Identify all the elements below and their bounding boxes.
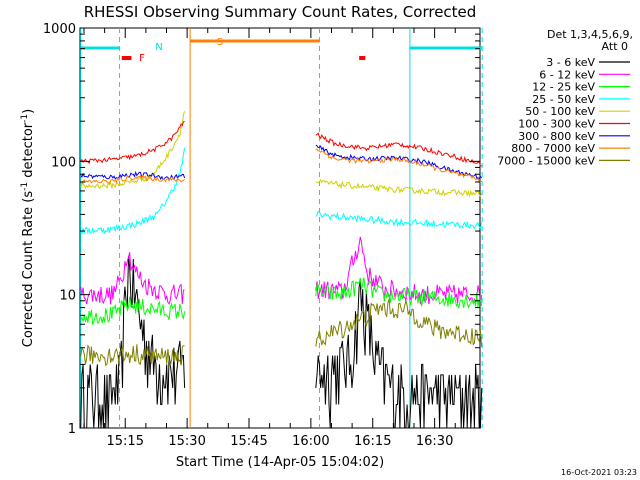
series-line (315, 144, 483, 179)
y-axis-label: Corrected Count Rate (s-1 detector-1) (20, 109, 36, 347)
legend-entry-label: 25 - 50 keV (532, 93, 595, 106)
series-line (315, 178, 483, 198)
y-axis-label-main: Corrected Count Rate (s (21, 191, 36, 348)
series-line (315, 148, 482, 183)
series-line (80, 344, 185, 367)
legend-entry-label: 6 - 12 keV (539, 68, 595, 81)
legend-entry-label: 50 - 100 keV (525, 105, 595, 118)
axis-layer: 1 10 100 1000 15:15 15:30 15:45 16:00 16:15 16:30 (43, 22, 480, 449)
series-line (80, 170, 186, 181)
series-line (80, 174, 185, 185)
y-tick-label: 10 (59, 289, 76, 304)
legend-header-line1: Det 1,3,4,5,6,9, (547, 28, 633, 41)
series-line (80, 147, 186, 235)
legend-entry-label: 12 - 25 keV (532, 81, 595, 94)
x-axis-label: Start Time (14-Apr-05 15:04:02) (176, 455, 384, 470)
series-line (80, 296, 186, 326)
series-line (315, 236, 483, 306)
x-tick-label: 15:45 (230, 434, 267, 449)
series-line (315, 298, 483, 348)
x-tick-label: 15:15 (107, 434, 144, 449)
interval-markers (80, 28, 483, 428)
x-tick-label: 16:30 (416, 434, 453, 449)
y-tick-label: 1 (68, 422, 76, 437)
y-axis-label-exp1: -1 (20, 182, 30, 191)
flag-layer: FN S (80, 37, 483, 64)
x-tick-label: 15:30 (168, 434, 205, 449)
legend-entry-label: 3 - 6 keV (546, 56, 595, 69)
y-axis-label-end: ) (21, 109, 36, 114)
y-tick-label: 100 (51, 155, 76, 170)
legend-entry-label: 800 - 7000 keV (511, 142, 595, 155)
legend-entry-label: 7000 - 15000 keV (497, 154, 595, 167)
series-line (80, 111, 186, 190)
series-line (80, 121, 185, 165)
x-tick-label: 16:00 (292, 434, 329, 449)
plot-frame (79, 27, 481, 429)
series-line (315, 132, 482, 167)
y-axis-label-exp2: -1 (20, 114, 30, 123)
legend-entry-label: 300 - 800 keV (518, 130, 595, 143)
series-layer (80, 111, 483, 429)
flag-label: N (155, 42, 162, 53)
x-tick-label: 16:15 (354, 434, 391, 449)
series-line (315, 277, 483, 309)
y-tick-label: 1000 (43, 22, 76, 37)
legend-header-line2: Att 0 (602, 40, 628, 53)
series-line (80, 255, 186, 429)
series-line (315, 210, 483, 230)
footer-timestamp: 16-Oct-2021 03:23 (561, 468, 637, 477)
legend-entry-label: 100 - 300 keV (518, 118, 595, 131)
y-axis-label-mid: detector (21, 122, 36, 182)
flag-label: S (217, 37, 223, 48)
series-line (80, 252, 185, 305)
flag-label: F (139, 53, 145, 64)
series-line (315, 281, 483, 429)
chart-title: RHESSI Observing Summary Count Rates, Co… (84, 3, 477, 21)
